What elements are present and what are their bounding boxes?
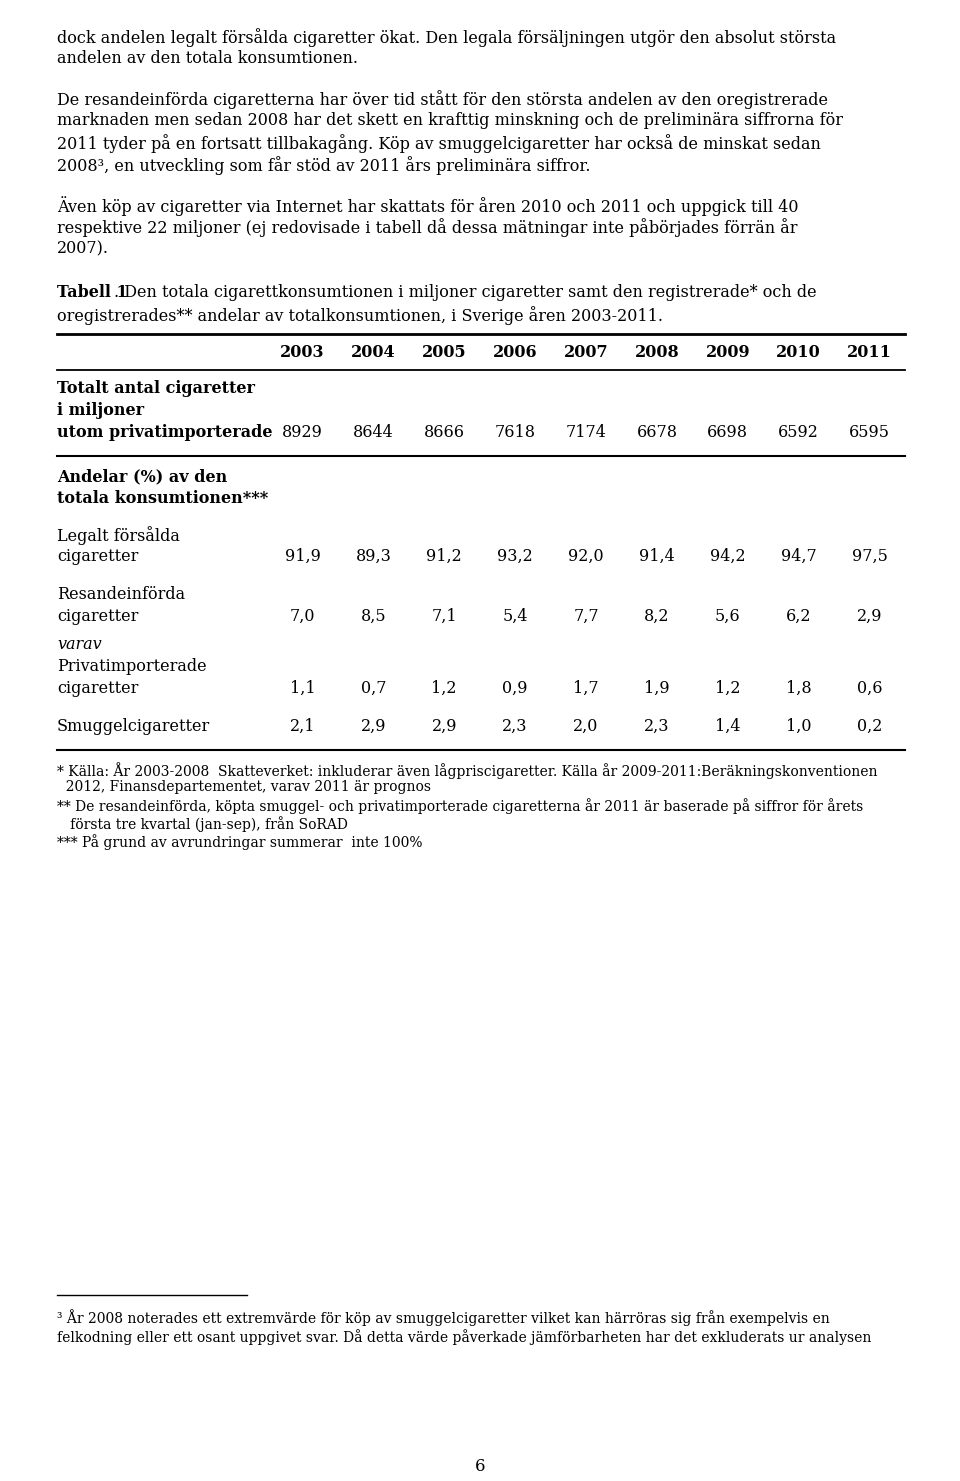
Text: 1,9: 1,9 [644, 680, 670, 698]
Text: 2,9: 2,9 [857, 609, 882, 625]
Text: totala konsumtionen***: totala konsumtionen*** [57, 490, 268, 507]
Text: De resandeinförda cigaretterna har över tid stått för den största andelen av den: De resandeinförda cigaretterna har över … [57, 90, 828, 110]
Text: 0,6: 0,6 [857, 680, 882, 698]
Text: 7,1: 7,1 [431, 609, 457, 625]
Text: 1,2: 1,2 [431, 680, 457, 698]
Text: 2006: 2006 [492, 344, 538, 361]
Text: . Den totala cigarettkonsumtionen i miljoner cigaretter samt den registrerade* o: . Den totala cigarettkonsumtionen i milj… [114, 284, 817, 301]
Text: 2007).: 2007). [57, 240, 109, 258]
Text: 97,5: 97,5 [852, 548, 887, 564]
Text: Även köp av cigaretter via Internet har skattats för åren 2010 och 2011 och uppg: Även köp av cigaretter via Internet har … [57, 195, 799, 216]
Text: Smuggelcigaretter: Smuggelcigaretter [57, 718, 210, 735]
Text: 0,2: 0,2 [857, 718, 882, 735]
Text: * Källa: År 2003-2008  Skatteverket: inkluderar även lågpriscigaretter. Källa år: * Källa: År 2003-2008 Skatteverket: inkl… [57, 763, 877, 779]
Text: 1,2: 1,2 [715, 680, 740, 698]
Text: 91,9: 91,9 [284, 548, 321, 564]
Text: utom privatimporterade: utom privatimporterade [57, 424, 273, 441]
Text: 2004: 2004 [351, 344, 396, 361]
Text: 1,0: 1,0 [786, 718, 811, 735]
Text: andelen av den totala konsumtionen.: andelen av den totala konsumtionen. [57, 50, 358, 67]
Text: 5,6: 5,6 [715, 609, 740, 625]
Text: varav: varav [57, 635, 102, 653]
Text: 6698: 6698 [708, 424, 748, 441]
Text: cigaretter: cigaretter [57, 609, 138, 625]
Text: 0,9: 0,9 [502, 680, 528, 698]
Text: cigaretter: cigaretter [57, 548, 138, 564]
Text: Legalt försålda: Legalt försålda [57, 526, 180, 545]
Text: 2008: 2008 [635, 344, 680, 361]
Text: 2012, Finansdepartementet, varav 2011 är prognos: 2012, Finansdepartementet, varav 2011 är… [57, 780, 431, 794]
Text: 2,9: 2,9 [361, 718, 386, 735]
Text: 2,1: 2,1 [290, 718, 315, 735]
Text: 2005: 2005 [421, 344, 467, 361]
Text: 6592: 6592 [779, 424, 819, 441]
Text: 7,7: 7,7 [573, 609, 599, 625]
Text: dock andelen legalt försålda cigaretter ökat. Den legala försäljningen utgör den: dock andelen legalt försålda cigaretter … [57, 28, 836, 47]
Text: Privatimporterade: Privatimporterade [57, 658, 206, 675]
Text: Tabell 1: Tabell 1 [57, 284, 128, 301]
Text: 1,7: 1,7 [573, 680, 599, 698]
Text: 6: 6 [475, 1457, 485, 1475]
Text: 1,8: 1,8 [786, 680, 811, 698]
Text: 1,1: 1,1 [290, 680, 315, 698]
Text: 91,4: 91,4 [639, 548, 675, 564]
Text: 2011: 2011 [847, 344, 892, 361]
Text: marknaden men sedan 2008 har det skett en krafttig minskning och de preliminära : marknaden men sedan 2008 har det skett e… [57, 113, 843, 129]
Text: 7,0: 7,0 [290, 609, 315, 625]
Text: ³ År 2008 noterades ett extremvärde för köp av smuggelcigaretter vilket kan härr: ³ År 2008 noterades ett extremvärde för … [57, 1309, 829, 1325]
Text: 91,2: 91,2 [426, 548, 462, 564]
Text: oregistrerades** andelar av totalkonsumtionen, i Sverige åren 2003-2011.: oregistrerades** andelar av totalkonsumt… [57, 307, 663, 324]
Text: cigaretter: cigaretter [57, 680, 138, 698]
Text: första tre kvartal (jan-sep), från SoRAD: första tre kvartal (jan-sep), från SoRAD [57, 816, 348, 832]
Text: 6,2: 6,2 [786, 609, 811, 625]
Text: 8,2: 8,2 [644, 609, 670, 625]
Text: 8,5: 8,5 [361, 609, 386, 625]
Text: 2009: 2009 [706, 344, 750, 361]
Text: 92,0: 92,0 [568, 548, 604, 564]
Text: 1,4: 1,4 [715, 718, 740, 735]
Text: 5,4: 5,4 [502, 609, 528, 625]
Text: 7618: 7618 [494, 424, 536, 441]
Text: 2008³, en utveckling som får stöd av 2011 års preliminära siffror.: 2008³, en utveckling som får stöd av 201… [57, 156, 590, 175]
Text: Andelar (%) av den: Andelar (%) av den [57, 468, 228, 484]
Text: 0,7: 0,7 [361, 680, 386, 698]
Text: 8644: 8644 [353, 424, 394, 441]
Text: 2,3: 2,3 [644, 718, 670, 735]
Text: 94,2: 94,2 [710, 548, 746, 564]
Text: Resandeinförda: Resandeinförda [57, 586, 185, 603]
Text: 93,2: 93,2 [497, 548, 533, 564]
Text: 2,0: 2,0 [573, 718, 599, 735]
Text: 2007: 2007 [564, 344, 609, 361]
Text: 2,3: 2,3 [502, 718, 528, 735]
Text: 89,3: 89,3 [355, 548, 392, 564]
Text: 6678: 6678 [636, 424, 678, 441]
Text: *** På grund av avrundringar summerar  inte 100%: *** På grund av avrundringar summerar in… [57, 834, 422, 850]
Text: 8929: 8929 [282, 424, 323, 441]
Text: 7174: 7174 [565, 424, 607, 441]
Text: i miljoner: i miljoner [57, 401, 144, 419]
Text: Totalt antal cigaretter: Totalt antal cigaretter [57, 381, 255, 397]
Text: 2003: 2003 [280, 344, 324, 361]
Text: respektive 22 miljoner (ej redovisade i tabell då dessa mätningar inte påbörjade: respektive 22 miljoner (ej redovisade i … [57, 218, 798, 237]
Text: 6595: 6595 [849, 424, 890, 441]
Text: 2010: 2010 [777, 344, 821, 361]
Text: 2011 tyder på en fortsatt tillbakagång. Köp av smuggelcigaretter har också de mi: 2011 tyder på en fortsatt tillbakagång. … [57, 133, 821, 153]
Text: 8666: 8666 [423, 424, 465, 441]
Text: ** De resandeinförda, köpta smuggel- och privatimporterade cigaretterna år 2011 : ** De resandeinförda, köpta smuggel- och… [57, 798, 863, 815]
Text: 2,9: 2,9 [431, 718, 457, 735]
Text: felkodning eller ett osant uppgivet svar. Då detta värde påverkade jämförbarhete: felkodning eller ett osant uppgivet svar… [57, 1328, 872, 1345]
Text: 94,7: 94,7 [780, 548, 817, 564]
